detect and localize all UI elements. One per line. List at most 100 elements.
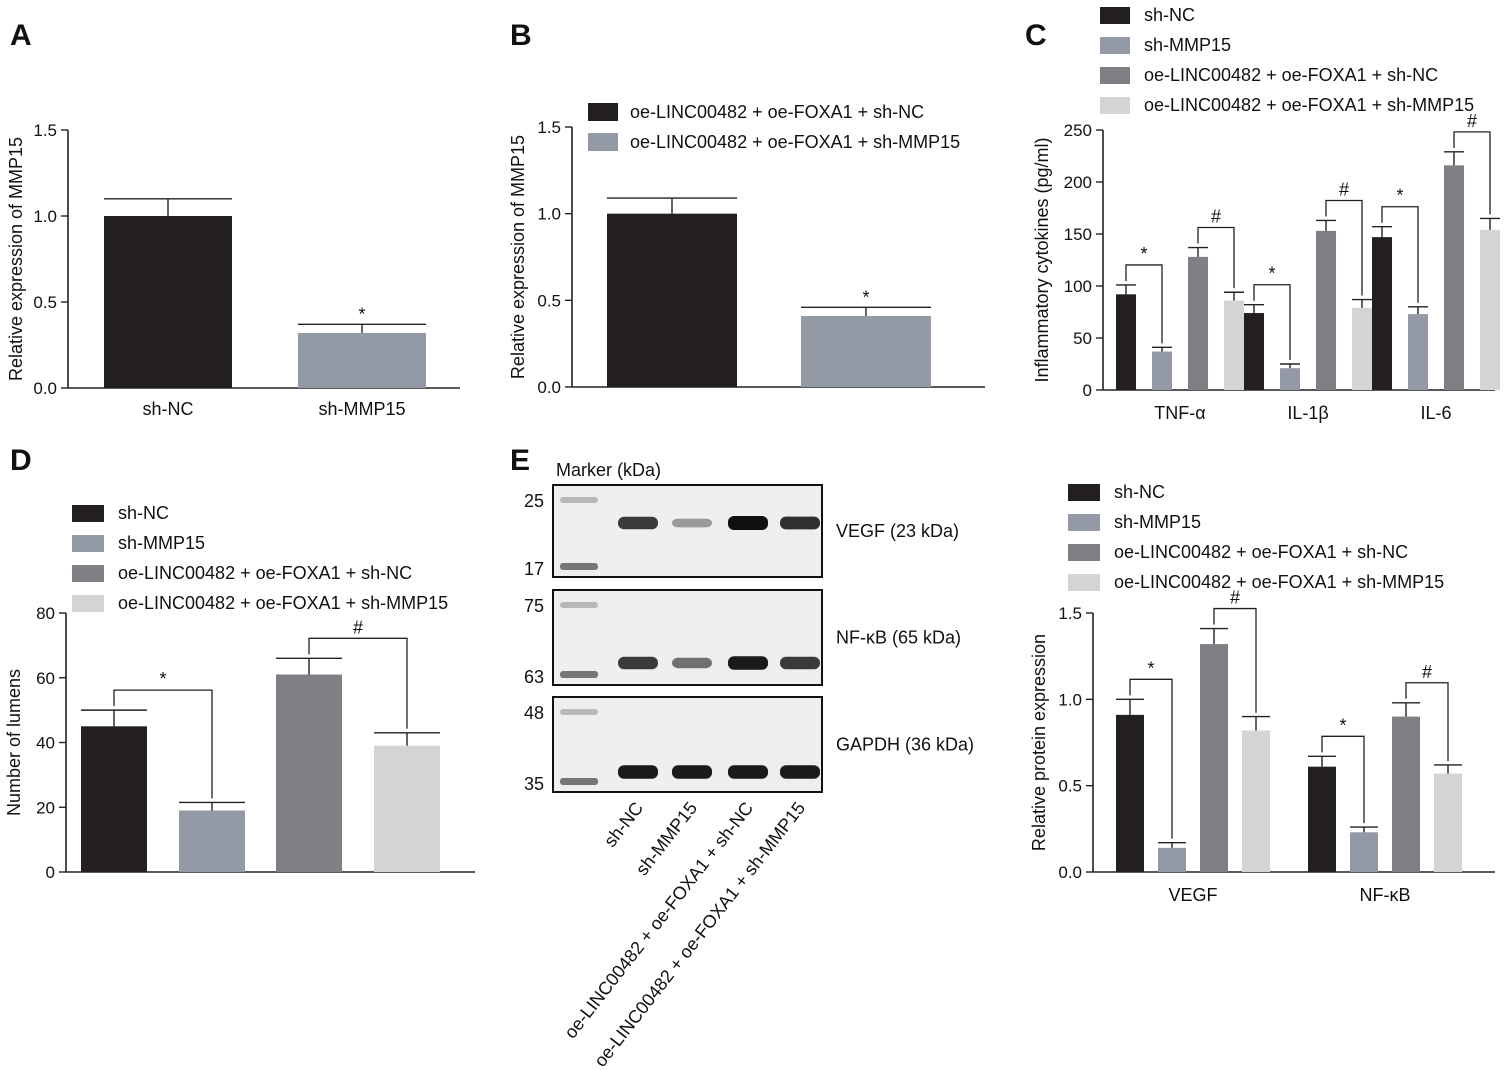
y-tick-label: 0.5: [1058, 777, 1082, 796]
marker-size-label: 63: [524, 667, 544, 687]
panel-b: B 0.0 0.5 1.0 1.5 Relative expression of MMP1…: [508, 19, 985, 397]
panel-c: C 0 50 100 150 200 250 Inflammatory cytokines (…: [1025, 5, 1500, 423]
legend-swatch: [1100, 37, 1130, 54]
marker-band: [560, 563, 598, 570]
x-tick-label: IL-1β: [1287, 403, 1328, 423]
significance-mark: #: [1467, 111, 1477, 131]
significance-bracket: [308, 637, 408, 729]
panel-letter: C: [1025, 19, 1047, 52]
protein-band: [780, 765, 820, 779]
marker-band: [560, 497, 598, 503]
significance-mark: *: [862, 287, 869, 307]
marker-band: [560, 709, 598, 715]
legend-swatch: [588, 133, 618, 151]
bar: [801, 315, 931, 387]
y-axis-label: Relative expression of MMP15: [6, 137, 26, 381]
protein-band: [672, 765, 712, 779]
legend-label: sh-MMP15: [1144, 35, 1231, 55]
protein-band: [780, 656, 820, 670]
protein-band: [618, 656, 658, 670]
y-tick-label: 0: [1083, 381, 1092, 400]
bar: [1152, 351, 1172, 390]
bar: [1244, 313, 1264, 390]
x-tick-label: sh-NC: [142, 399, 193, 419]
marker-band: [560, 778, 598, 785]
y-axis-label: Inflammatory cytokines (pg/ml): [1032, 137, 1052, 382]
protein-band: [618, 516, 658, 530]
protein-band: [780, 516, 820, 530]
significance-mark: #: [1211, 207, 1221, 227]
panel-letter: A: [10, 19, 32, 52]
bar: [276, 674, 342, 872]
legend-label: sh-NC: [118, 503, 169, 523]
panel-d: D 0 20 40 60 80 Number of lumens * # sh-NC sh-MMP1…: [4, 444, 475, 882]
blot-row-label: NF-κB (65 kDa): [836, 628, 961, 648]
significance-mark: #: [1230, 588, 1240, 608]
bar: [374, 745, 440, 872]
panel-letter: D: [10, 444, 32, 477]
significance-bracket: [1213, 607, 1257, 713]
marker-band: [560, 602, 598, 608]
bar: [298, 332, 426, 388]
panel-e-chart: 0.0 0.5 1.0 1.5 Relative protein expression V…: [1029, 482, 1495, 905]
legend-label: oe-LINC00482 + oe-FOXA1 + sh-MMP15: [1144, 95, 1474, 115]
x-tick-label: IL-6: [1420, 403, 1451, 423]
significance-mark: *: [1268, 264, 1275, 284]
bar: [1116, 294, 1136, 390]
protein-band: [618, 765, 658, 779]
bar: [1200, 644, 1228, 872]
x-tick-label: VEGF: [1168, 885, 1217, 905]
bar: [1316, 230, 1336, 390]
blot-row-label: GAPDH (36 kDa): [836, 735, 974, 755]
bar: [1224, 300, 1244, 390]
y-axis-label: Number of lumens: [4, 669, 24, 816]
legend-label: oe-LINC00482 + oe-FOXA1 + sh-MMP15: [630, 132, 960, 152]
y-tick-label: 20: [36, 798, 55, 817]
legend-label: sh-MMP15: [118, 533, 205, 553]
legend-swatch: [1100, 67, 1130, 84]
y-axis-label: Relative expression of MMP15: [508, 135, 528, 379]
significance-mark: #: [1339, 179, 1349, 199]
y-tick-label: 250: [1064, 121, 1092, 140]
legend-label: oe-LINC00482 + oe-FOXA1 + sh-NC: [1144, 65, 1438, 85]
protein-band: [728, 765, 768, 779]
significance-mark: *: [1396, 186, 1403, 206]
significance-mark: *: [1147, 658, 1154, 678]
y-tick-label: 80: [36, 604, 55, 623]
marker-title: Marker (kDa): [556, 460, 661, 480]
legend-label: oe-LINC00482 + oe-FOXA1 + sh-MMP15: [1114, 572, 1444, 592]
significance-mark: *: [1140, 244, 1147, 264]
significance-bracket: [1453, 131, 1491, 215]
legend-swatch: [1068, 484, 1100, 501]
legend-swatch: [1068, 514, 1100, 531]
blot-strip: 75 63 NF-κB (65 kDa): [524, 589, 961, 687]
y-tick-label: 0.0: [33, 379, 57, 398]
y-tick-label: 40: [36, 734, 55, 753]
blot-strip: 48 35 GAPDH (36 kDa): [524, 696, 974, 794]
x-tick-label: NF-κB: [1360, 885, 1411, 905]
bar: [607, 213, 737, 387]
y-tick-label: 1.5: [1058, 604, 1082, 623]
significance-bracket: [113, 689, 213, 799]
significance-mark: *: [1339, 715, 1346, 735]
blot-strip: 25 17 VEGF (23 kDa): [524, 484, 959, 579]
significance-bracket: [1321, 735, 1365, 824]
y-tick-label: 1.5: [33, 121, 57, 140]
bar: [1242, 730, 1270, 872]
y-tick-label: 100: [1064, 277, 1092, 296]
legend-swatch: [1100, 7, 1130, 24]
protein-band: [728, 516, 768, 530]
significance-mark: *: [358, 304, 365, 324]
bar: [1188, 256, 1208, 390]
legend-swatch: [72, 565, 104, 582]
legend-label: oe-LINC00482 + oe-FOXA1 + sh-MMP15: [118, 593, 448, 613]
y-tick-label: 150: [1064, 225, 1092, 244]
significance-bracket: [1253, 284, 1291, 360]
marker-size-label: 25: [524, 491, 544, 511]
significance-bracket: [1129, 678, 1173, 839]
legend-label: oe-LINC00482 + oe-FOXA1 + sh-NC: [630, 102, 924, 122]
significance-mark: #: [1422, 662, 1432, 682]
bar: [1408, 314, 1428, 390]
y-tick-label: 1.0: [1058, 690, 1082, 709]
